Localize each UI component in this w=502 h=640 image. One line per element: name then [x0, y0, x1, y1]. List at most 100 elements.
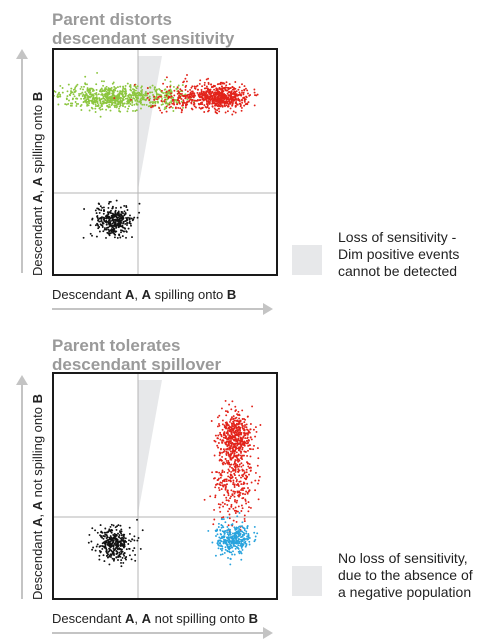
positive-event	[195, 85, 198, 88]
y-label-bold: A	[30, 176, 45, 187]
positive-event	[193, 85, 196, 88]
negative-event	[120, 539, 123, 542]
positive-event	[240, 456, 243, 459]
dim-positive-event	[123, 102, 126, 105]
positive-event	[168, 103, 171, 106]
positive-event	[227, 424, 230, 427]
positive-event	[235, 419, 238, 422]
panel1-y-arrow	[16, 49, 28, 273]
positive-event	[237, 99, 240, 102]
positive-event	[253, 540, 256, 543]
positive-event	[221, 484, 224, 487]
positive-event	[237, 483, 240, 486]
negative-event	[100, 209, 103, 212]
positive-event	[219, 83, 222, 86]
negative-event	[121, 548, 123, 551]
positive-event	[221, 455, 224, 458]
positive-event	[233, 439, 236, 441]
positive-event	[224, 521, 227, 524]
dim-positive-event	[80, 103, 83, 106]
x-label-bold: A	[125, 611, 135, 626]
positive-event	[243, 487, 246, 490]
positive-event	[170, 105, 172, 108]
dim-positive-event	[131, 91, 134, 94]
negative-event	[110, 531, 113, 534]
dim-positive-event	[153, 88, 156, 91]
dim-positive-event	[118, 94, 121, 97]
negative-event	[102, 212, 105, 215]
positive-event	[254, 489, 257, 492]
dim-positive-event	[96, 71, 99, 74]
positive-event	[221, 99, 224, 102]
positive-event	[232, 100, 234, 103]
negative-event	[117, 210, 120, 213]
positive-event	[238, 102, 241, 105]
dim-positive-event	[124, 92, 126, 95]
positive-event	[250, 438, 253, 441]
positive-event	[218, 539, 221, 542]
positive-event	[218, 489, 221, 492]
negative-event	[96, 543, 99, 546]
dim-positive-event	[144, 94, 147, 97]
negative-event	[109, 200, 112, 203]
positive-event	[227, 459, 230, 462]
positive-event	[234, 477, 237, 479]
positive-event	[201, 97, 204, 100]
negative-event	[112, 547, 115, 550]
positive-event	[219, 510, 222, 513]
positive-event	[212, 523, 215, 526]
positive-event	[221, 471, 224, 474]
negative-event	[120, 530, 123, 533]
positive-event	[178, 94, 181, 97]
positive-event	[237, 426, 240, 429]
dim-positive-event	[144, 92, 147, 95]
negative-event	[107, 544, 110, 547]
positive-event	[226, 536, 229, 539]
negative-event	[120, 565, 123, 568]
dim-positive-event	[162, 92, 165, 95]
positive-event	[192, 95, 195, 98]
positive-event	[233, 474, 236, 477]
dim-positive-event	[78, 94, 81, 97]
dim-positive-event	[184, 93, 187, 96]
positive-event	[223, 96, 226, 99]
positive-event	[214, 104, 216, 107]
positive-event	[217, 477, 220, 480]
positive-event	[160, 111, 163, 114]
negative-event	[125, 206, 128, 209]
positive-event	[249, 448, 252, 451]
negative-event	[104, 527, 107, 530]
dim-positive-event	[153, 101, 156, 104]
dim-positive-event	[111, 99, 114, 102]
negative-event	[119, 223, 122, 226]
negative-event	[97, 227, 100, 230]
negative-event	[98, 554, 101, 557]
dim-positive-event	[95, 88, 98, 91]
positive-event	[200, 90, 203, 93]
positive-event	[198, 106, 201, 109]
positive-event	[195, 106, 197, 109]
positive-event	[242, 464, 245, 467]
dim-positive-event	[152, 94, 155, 96]
dim-positive-event	[129, 103, 132, 105]
negative-event	[121, 210, 123, 213]
positive-event	[243, 454, 245, 457]
positive-event	[208, 88, 211, 91]
positive-event	[146, 87, 149, 89]
positive-event	[182, 99, 185, 102]
dim-positive-event	[167, 92, 170, 94]
positive-event	[235, 447, 237, 450]
dim-positive-event	[134, 96, 137, 98]
positive-event	[194, 99, 197, 102]
positive-event	[236, 434, 238, 437]
positive-event	[234, 111, 237, 114]
dim-positive-event	[99, 101, 102, 104]
positive-event	[244, 493, 247, 496]
positive-event	[229, 497, 232, 500]
dim-positive-event	[95, 99, 98, 102]
positive-event	[241, 545, 243, 548]
dim-positive-event	[116, 90, 119, 93]
y-label-bold: B	[30, 394, 45, 404]
positive-event	[231, 541, 233, 544]
negative-event	[115, 550, 118, 552]
